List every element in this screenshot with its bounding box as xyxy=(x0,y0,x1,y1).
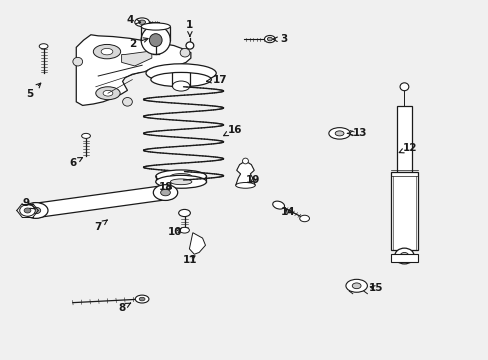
Bar xyxy=(390,172,417,250)
Ellipse shape xyxy=(139,20,145,24)
Bar xyxy=(396,107,411,172)
Polygon shape xyxy=(76,35,190,105)
Text: 8: 8 xyxy=(118,303,130,313)
Ellipse shape xyxy=(151,72,211,87)
Ellipse shape xyxy=(153,185,177,201)
Ellipse shape xyxy=(73,57,82,66)
Ellipse shape xyxy=(139,297,145,301)
Ellipse shape xyxy=(103,90,113,96)
Ellipse shape xyxy=(93,44,121,59)
Ellipse shape xyxy=(399,252,408,260)
Ellipse shape xyxy=(170,179,191,185)
Ellipse shape xyxy=(235,183,255,188)
Ellipse shape xyxy=(170,174,191,179)
Ellipse shape xyxy=(141,23,170,30)
Ellipse shape xyxy=(149,34,162,46)
Ellipse shape xyxy=(156,175,206,188)
Ellipse shape xyxy=(185,42,193,49)
Text: 16: 16 xyxy=(223,125,242,136)
Text: 19: 19 xyxy=(245,175,260,185)
Ellipse shape xyxy=(96,87,120,100)
Ellipse shape xyxy=(179,227,189,233)
Ellipse shape xyxy=(122,98,132,106)
Text: 14: 14 xyxy=(281,207,295,217)
Text: 5: 5 xyxy=(26,83,41,99)
Ellipse shape xyxy=(272,201,284,209)
Ellipse shape xyxy=(160,189,170,196)
Text: 9: 9 xyxy=(22,198,35,209)
Ellipse shape xyxy=(81,134,90,138)
Ellipse shape xyxy=(394,248,413,264)
Text: 2: 2 xyxy=(128,38,148,49)
Text: 10: 10 xyxy=(167,227,182,237)
Text: 6: 6 xyxy=(69,158,82,168)
Ellipse shape xyxy=(334,131,343,136)
Text: 13: 13 xyxy=(347,129,367,138)
Ellipse shape xyxy=(299,215,309,222)
Ellipse shape xyxy=(242,158,248,164)
Polygon shape xyxy=(34,185,167,217)
Ellipse shape xyxy=(264,36,275,42)
Ellipse shape xyxy=(351,283,360,289)
Ellipse shape xyxy=(135,295,149,303)
Ellipse shape xyxy=(328,128,349,139)
Ellipse shape xyxy=(178,210,190,217)
Text: 3: 3 xyxy=(272,35,286,44)
Polygon shape xyxy=(189,233,205,254)
Polygon shape xyxy=(122,51,152,66)
Ellipse shape xyxy=(399,83,408,91)
Ellipse shape xyxy=(39,44,48,49)
Ellipse shape xyxy=(345,279,366,292)
Ellipse shape xyxy=(180,48,189,57)
Text: 11: 11 xyxy=(182,255,197,265)
Ellipse shape xyxy=(24,208,31,213)
Ellipse shape xyxy=(172,81,189,91)
Ellipse shape xyxy=(31,207,41,214)
Ellipse shape xyxy=(101,48,113,55)
Polygon shape xyxy=(235,161,255,185)
Text: 12: 12 xyxy=(398,143,417,153)
Text: 15: 15 xyxy=(368,283,383,293)
Ellipse shape xyxy=(156,170,206,183)
Ellipse shape xyxy=(23,203,48,219)
Bar xyxy=(390,253,417,262)
Ellipse shape xyxy=(267,37,272,41)
Text: 18: 18 xyxy=(159,182,173,192)
Text: 1: 1 xyxy=(186,20,193,36)
Ellipse shape xyxy=(146,64,216,82)
Text: 4: 4 xyxy=(126,15,140,26)
Ellipse shape xyxy=(135,18,149,27)
Text: 7: 7 xyxy=(94,220,107,231)
Ellipse shape xyxy=(141,26,170,54)
Text: 17: 17 xyxy=(206,75,227,85)
Ellipse shape xyxy=(20,205,35,216)
